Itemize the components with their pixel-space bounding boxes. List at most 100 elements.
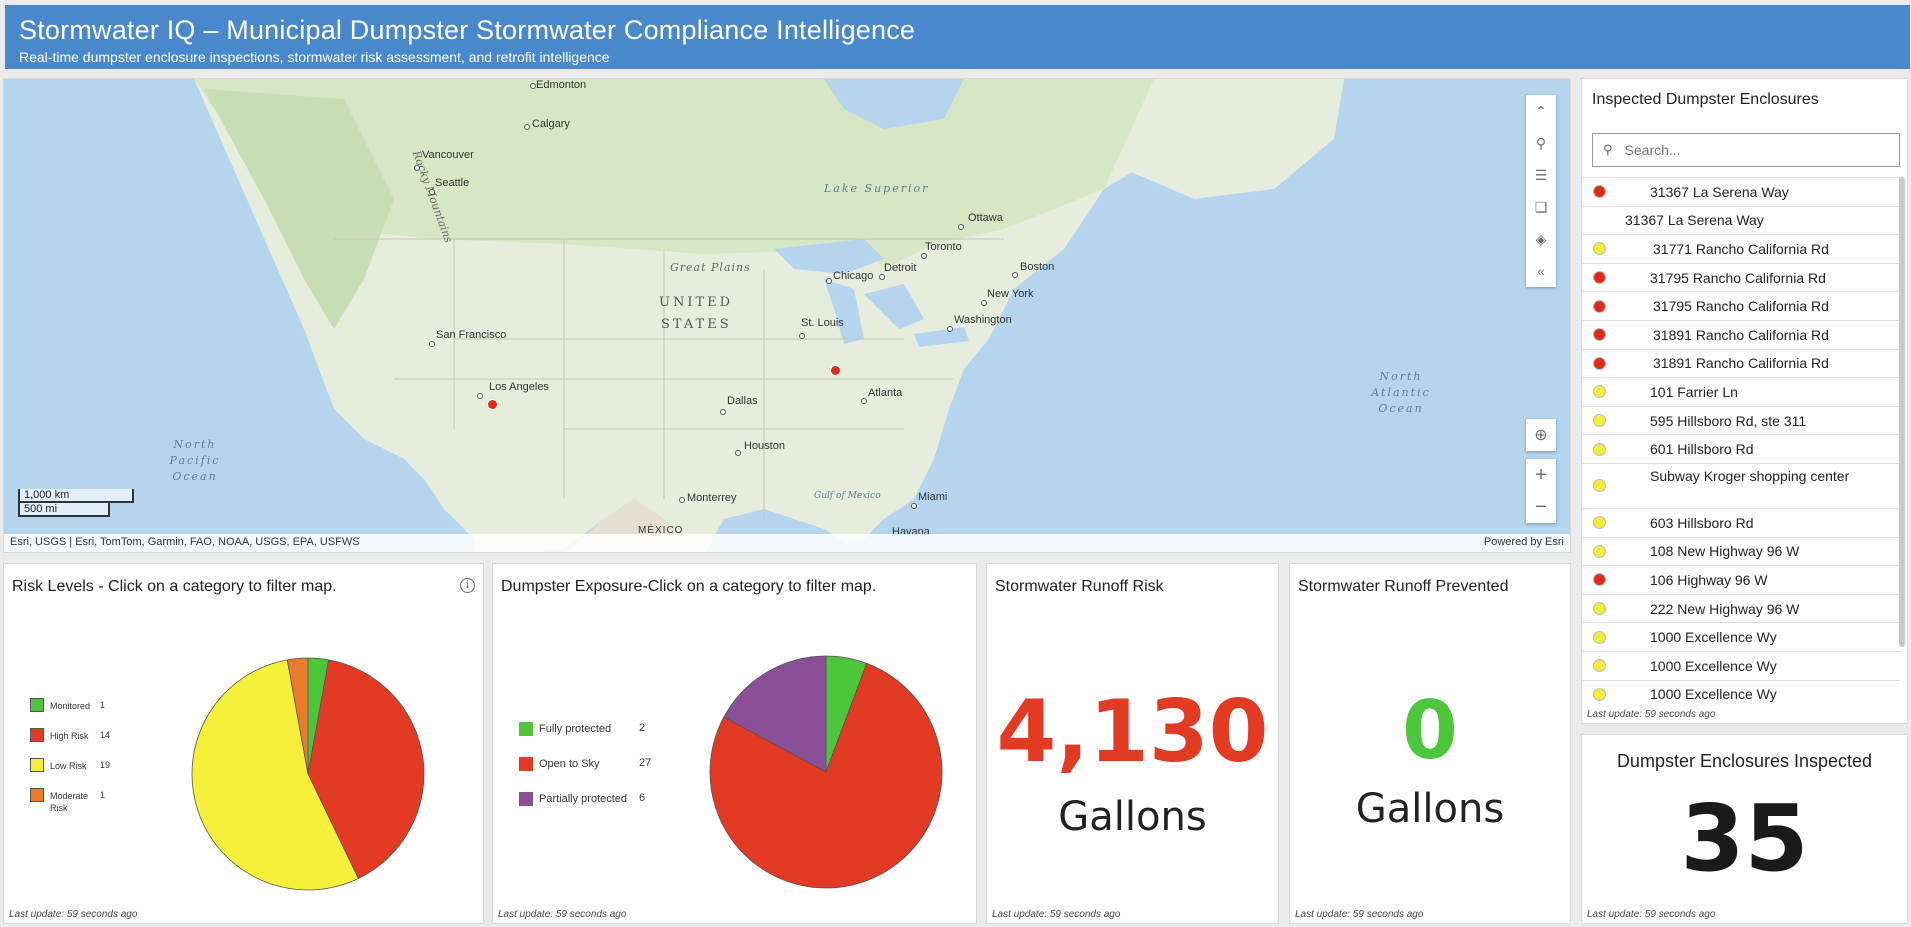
list-item[interactable]: 1000 Excellence Wy: [1582, 623, 1900, 652]
city-dot: [735, 450, 741, 456]
city-label-toronto: Toronto: [925, 241, 962, 253]
list-item-label: 106 Highway 96 W: [1650, 571, 1768, 588]
risk-dot-icon: [1593, 271, 1606, 285]
list-item[interactable]: 106 Highway 96 W: [1582, 566, 1900, 595]
risk-dot-icon: [1593, 242, 1606, 256]
pie-slice-high-risk[interactable]: [307, 659, 425, 880]
exposure-pie-chart[interactable]: [706, 652, 946, 892]
map-label-gulf: Gulf of Mexico: [814, 491, 881, 501]
map-label-lake-superior: Lake Superior: [824, 182, 930, 195]
city-dot: [477, 393, 483, 399]
city-label-new-york: New York: [987, 288, 1034, 300]
map-toolbar: ⌃ ⚲ ☰ ❏ ◈ «: [1526, 95, 1556, 287]
city-dot: [911, 503, 917, 509]
list-item[interactable]: 222 New Highway 96 W: [1582, 595, 1900, 624]
exposure-title: Dumpster Exposure-Click on a category to…: [501, 578, 877, 595]
list-item[interactable]: 101 Farrier Ln: [1582, 378, 1900, 407]
zoom-in-button[interactable]: +: [1535, 463, 1547, 486]
risk-pie-chart[interactable]: [188, 654, 428, 894]
search-icon[interactable]: ⚲: [1535, 134, 1547, 151]
list-item[interactable]: 31795 Rancho California Rd: [1582, 264, 1900, 293]
list-item[interactable]: 31795 Rancho California Rd: [1582, 292, 1900, 321]
risk-dot-icon: [1593, 385, 1606, 399]
city-label-chicago: Chicago: [833, 270, 874, 282]
enclosure-marker[interactable]: [487, 399, 498, 410]
legend-label: Monitored: [50, 701, 91, 711]
list-item[interactable]: 603 Hillsboro Rd: [1582, 509, 1900, 538]
city-dot: [799, 333, 805, 339]
list-item[interactable]: 595 Hillsboro Rd, ste 311: [1582, 407, 1900, 436]
bookmark-icon[interactable]: ❏: [1534, 198, 1548, 215]
app-title: Stormwater IQ – Municipal Dumpster Storm…: [19, 15, 916, 45]
list-item-label: 1000 Excellence Wy: [1650, 686, 1777, 703]
list-item-label: 603 Hillsboro Rd: [1650, 514, 1754, 531]
risk-levels-panel: Risk Levels - Click on a category to fil…: [3, 563, 484, 924]
legend-value: 2: [639, 722, 646, 734]
prevented-title: Stormwater Runoff Prevented: [1298, 578, 1509, 595]
city-label-miami: Miami: [918, 491, 948, 503]
layers-icon[interactable]: ◈: [1535, 230, 1547, 247]
list-item[interactable]: 1000 Excellence Wy: [1582, 652, 1900, 681]
last-update: Last update: 59 seconds ago: [498, 909, 627, 920]
map-view[interactable]: Edmonton Calgary Rocky Mountains Vancouv…: [3, 78, 1571, 553]
legend-swatch: [519, 792, 533, 806]
list-item-label: Subway Kroger shopping center: [1650, 467, 1850, 484]
city-label-washington: Washington: [954, 314, 1012, 326]
zoom-out-button[interactable]: −: [1535, 495, 1547, 518]
map-label-mexico: MÉXICO: [638, 525, 684, 536]
map-attribution: Esri, USGS | Esri, TomTom, Garmin, FAO, …: [4, 534, 1570, 552]
list-item[interactable]: 1000 Excellence Wy: [1582, 681, 1900, 708]
pie-slice-open-to-sky[interactable]: [709, 662, 943, 889]
search-box[interactable]: ⚲: [1592, 133, 1900, 167]
city-dot: [720, 409, 726, 415]
list-item[interactable]: 601 Hillsboro Rd: [1582, 435, 1900, 464]
pie-slice-partially-protected[interactable]: [723, 655, 827, 773]
city-label-boston: Boston: [1020, 261, 1055, 273]
city-label-edmonton: Edmonton: [536, 79, 587, 91]
pie-slice-moderate-risk[interactable]: [286, 657, 309, 775]
risk-dot-icon: [1593, 356, 1606, 370]
list-item[interactable]: 31771 Rancho California Rd: [1582, 235, 1900, 264]
list-scrollbar[interactable]: [1899, 177, 1905, 647]
list-item[interactable]: Subway Kroger shopping center: [1582, 464, 1900, 509]
legend-value: 14: [100, 730, 111, 740]
pie-slice-low-risk[interactable]: [191, 659, 359, 891]
list-item[interactable]: 31891 Rancho California Rd: [1582, 321, 1900, 350]
powered-by-esri[interactable]: Powered by Esri: [1483, 536, 1564, 548]
locate-icon[interactable]: ⊕: [1526, 419, 1556, 451]
legend-swatch: [30, 758, 44, 772]
list-item-label: 31795 Rancho California Rd: [1650, 269, 1826, 286]
info-icon[interactable]: i: [460, 578, 475, 593]
city-dot: [679, 497, 685, 503]
list-item-label: 601 Hillsboro Rd: [1650, 441, 1754, 458]
list-item[interactable]: 31891 Rancho California Rd: [1582, 350, 1900, 379]
risk-dot-icon: [1593, 630, 1606, 644]
list-item[interactable]: 31367 La Serena Way: [1582, 178, 1900, 207]
collapse-icon[interactable]: «: [1537, 263, 1545, 279]
scale-bar: 1,000 km 500 mi: [18, 489, 134, 517]
expand-icon[interactable]: ⌃: [1535, 102, 1547, 119]
basemap: [4, 79, 1570, 552]
runoff-unit: Gallons: [1058, 794, 1207, 840]
list-item[interactable]: 31367 La Serena Way: [1582, 207, 1900, 236]
zoom-controls: + −: [1526, 459, 1556, 523]
enclosure-marker[interactable]: [830, 365, 841, 376]
map-label-north-atlantic: North Atlantic Ocean: [1371, 370, 1431, 415]
city-dot: [1012, 272, 1018, 278]
city-dot: [429, 189, 435, 195]
risk-dot-icon: [1593, 687, 1606, 701]
attribution-text[interactable]: Esri, USGS | Esri, TomTom, Garmin, FAO, …: [10, 536, 360, 548]
legend-value: 27: [639, 757, 652, 769]
city-label-monterrey: Monterrey: [687, 492, 737, 504]
list-icon[interactable]: ☰: [1534, 166, 1548, 183]
risk-dot-icon: [1593, 516, 1606, 530]
city-dot: [879, 274, 885, 280]
list-item-label: 1000 Excellence Wy: [1650, 657, 1777, 674]
risk-dot-icon: [1593, 185, 1606, 199]
city-dot: [429, 341, 435, 347]
inspected-value: 35: [1680, 785, 1809, 892]
search-input[interactable]: [1624, 142, 1865, 158]
city-label-dallas: Dallas: [727, 395, 758, 407]
list-item[interactable]: 108 New Highway 96 W: [1582, 538, 1900, 567]
list-item-label: 31795 Rancho California Rd: [1653, 298, 1829, 315]
